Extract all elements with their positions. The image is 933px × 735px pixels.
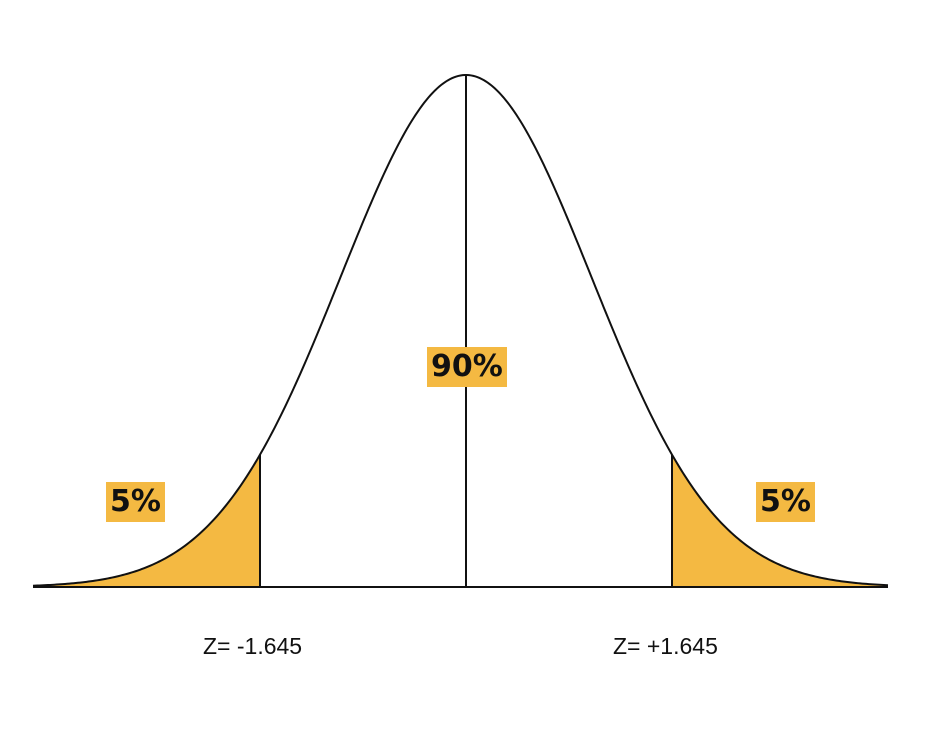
left-tail-area <box>33 454 260 587</box>
center-percent-label: 90% <box>427 347 507 387</box>
left-tail-percent-label: 5% <box>106 482 165 522</box>
right-z-score-label: Z= +1.645 <box>613 633 718 659</box>
right-tail-percent-label: 5% <box>756 482 815 522</box>
right-tail-area <box>672 454 888 587</box>
bell-curve <box>32 74 889 587</box>
left-z-score-label: Z= -1.645 <box>203 633 303 659</box>
